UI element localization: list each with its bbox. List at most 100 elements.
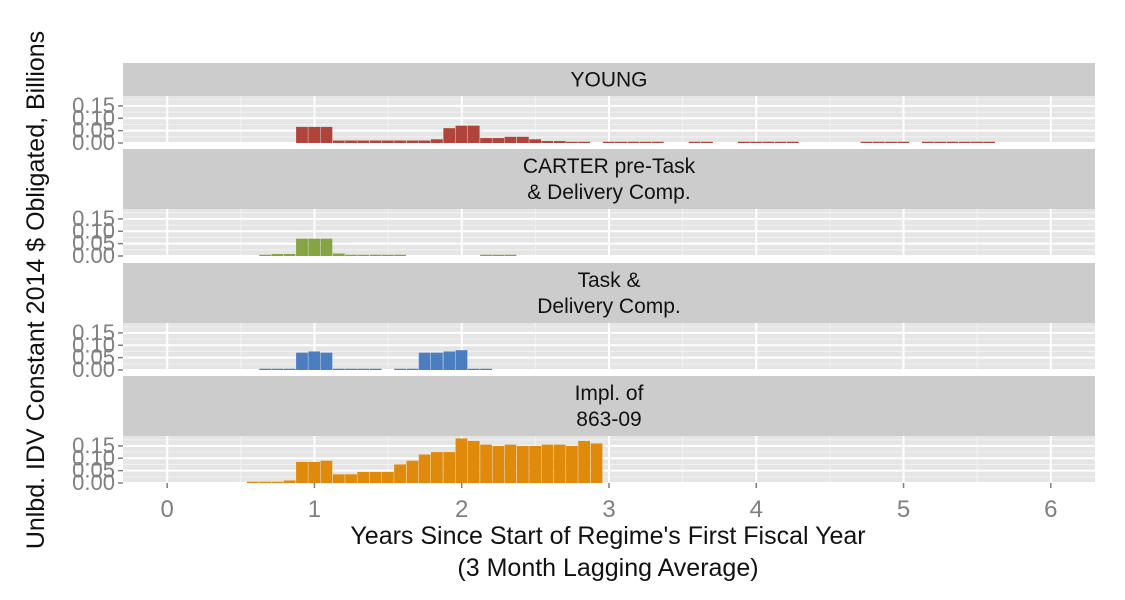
y-tick-label: 0.15 [72, 206, 115, 231]
histogram-bar [701, 141, 713, 143]
facet-panel: CARTER pre-Task & Delivery Comp. 0.000.050… [72, 149, 1095, 268]
histogram-bar [369, 254, 382, 256]
histogram-bar [467, 368, 480, 370]
histogram-bar [369, 471, 382, 483]
x-tick-label: 0 [161, 496, 174, 523]
facet-strip-title: 863-09 [576, 408, 641, 431]
y-tick-label: 0.00 [72, 130, 115, 155]
histogram-bar [394, 464, 406, 483]
facet-strip-title: & Delivery Comp. [527, 181, 690, 204]
histogram-bar [296, 461, 308, 483]
histogram-bar [430, 452, 443, 483]
histogram-bar [332, 368, 345, 370]
histogram-bar [443, 351, 456, 370]
histogram-bar [480, 444, 492, 483]
histogram-bar [946, 141, 959, 143]
histogram-bar [566, 141, 578, 143]
facet-strip-title: Delivery Comp. [537, 295, 681, 318]
histogram-bar [750, 141, 762, 143]
histogram-bar [971, 141, 983, 143]
facet-strip-title: Impl. of [575, 382, 644, 405]
histogram-bar [418, 352, 431, 370]
histogram-bar [786, 141, 799, 143]
facet-strip [123, 149, 1095, 209]
y-tick-label: 0.10 [72, 332, 115, 357]
histogram-bar [345, 474, 357, 483]
histogram-bar [566, 445, 578, 483]
x-tick-label: 5 [897, 496, 910, 523]
histogram-bar [381, 140, 394, 143]
histogram-bar [553, 444, 566, 483]
histogram-bar [296, 238, 308, 256]
histogram-bar [430, 352, 443, 370]
x-tick-label: 1 [308, 496, 321, 523]
facet-panel: Impl. of 863-09 0.000.050.100.15 [72, 376, 1095, 495]
histogram-bar [480, 138, 492, 143]
x-tick-label: 6 [1044, 496, 1057, 523]
histogram-bar [958, 141, 971, 143]
histogram-bar [737, 141, 750, 143]
histogram-bar [308, 126, 321, 143]
histogram-bar [443, 128, 456, 143]
histogram-bar [651, 141, 664, 143]
histogram-bar [541, 141, 554, 143]
histogram-bar [504, 136, 517, 143]
histogram-bar [357, 254, 370, 256]
histogram-bar [639, 141, 652, 143]
y-tick-label: 0.00 [72, 470, 115, 495]
histogram-bar [345, 140, 357, 143]
histogram-bar [517, 136, 529, 143]
histogram-bar [467, 440, 480, 483]
histogram-bar [480, 254, 492, 256]
histogram-bar [369, 368, 382, 370]
x-tick-label: 3 [602, 496, 615, 523]
histogram-bar [296, 126, 308, 143]
y-tick-label: 0.05 [72, 458, 115, 483]
y-tick-label: 0.15 [72, 433, 115, 458]
histogram-bar [406, 460, 419, 483]
histogram-bar [271, 254, 284, 256]
histogram-bar [357, 471, 370, 483]
histogram-bar [394, 368, 406, 370]
histogram-bar [283, 254, 296, 256]
histogram-bar [615, 141, 627, 143]
histogram-bar [406, 140, 419, 143]
histogram-bar [529, 139, 541, 143]
histogram-bar [983, 141, 996, 143]
x-tick-label: 4 [750, 496, 763, 523]
histogram-bar [688, 141, 701, 143]
x-tick-label: 2 [455, 496, 468, 523]
histogram-bar [394, 254, 406, 256]
histogram-bar [774, 141, 787, 143]
histogram-bar [357, 140, 370, 143]
facet-panel: Task & Delivery Comp. 0.000.050.100.15 [72, 263, 1095, 382]
x-axis-title-line-1: Years Since Start of Regime's First Fisc… [350, 522, 865, 550]
y-tick-label: 0.05 [72, 118, 115, 143]
histogram-bar [553, 141, 566, 143]
histogram-bar [455, 125, 468, 143]
histogram-bar [455, 350, 468, 370]
histogram-bar [381, 254, 394, 256]
histogram-bar [578, 440, 591, 483]
histogram-bar [934, 141, 946, 143]
histogram-bar [762, 141, 775, 143]
facet-strip-title: Task & [577, 269, 640, 292]
histogram-bar [578, 141, 591, 143]
histogram-bar [259, 368, 272, 370]
y-axis-title: Unlbd. IDV Constant 2014 $ Obligated, Bi… [22, 31, 50, 549]
histogram-bar [897, 141, 910, 143]
histogram-bar [332, 140, 345, 143]
histogram-bar [308, 238, 321, 256]
histogram-bar [860, 141, 873, 143]
histogram-bar [872, 141, 885, 143]
histogram-bar [418, 140, 431, 143]
y-tick-label: 0.10 [72, 105, 115, 130]
y-tick-label: 0.05 [72, 345, 115, 370]
histogram-bar [504, 444, 517, 483]
histogram-bar [345, 254, 357, 256]
histogram-bar [308, 351, 321, 370]
histogram-bar [492, 445, 505, 483]
histogram-bar [492, 138, 505, 143]
histogram-bar [320, 238, 333, 256]
histogram-bar [467, 125, 480, 143]
